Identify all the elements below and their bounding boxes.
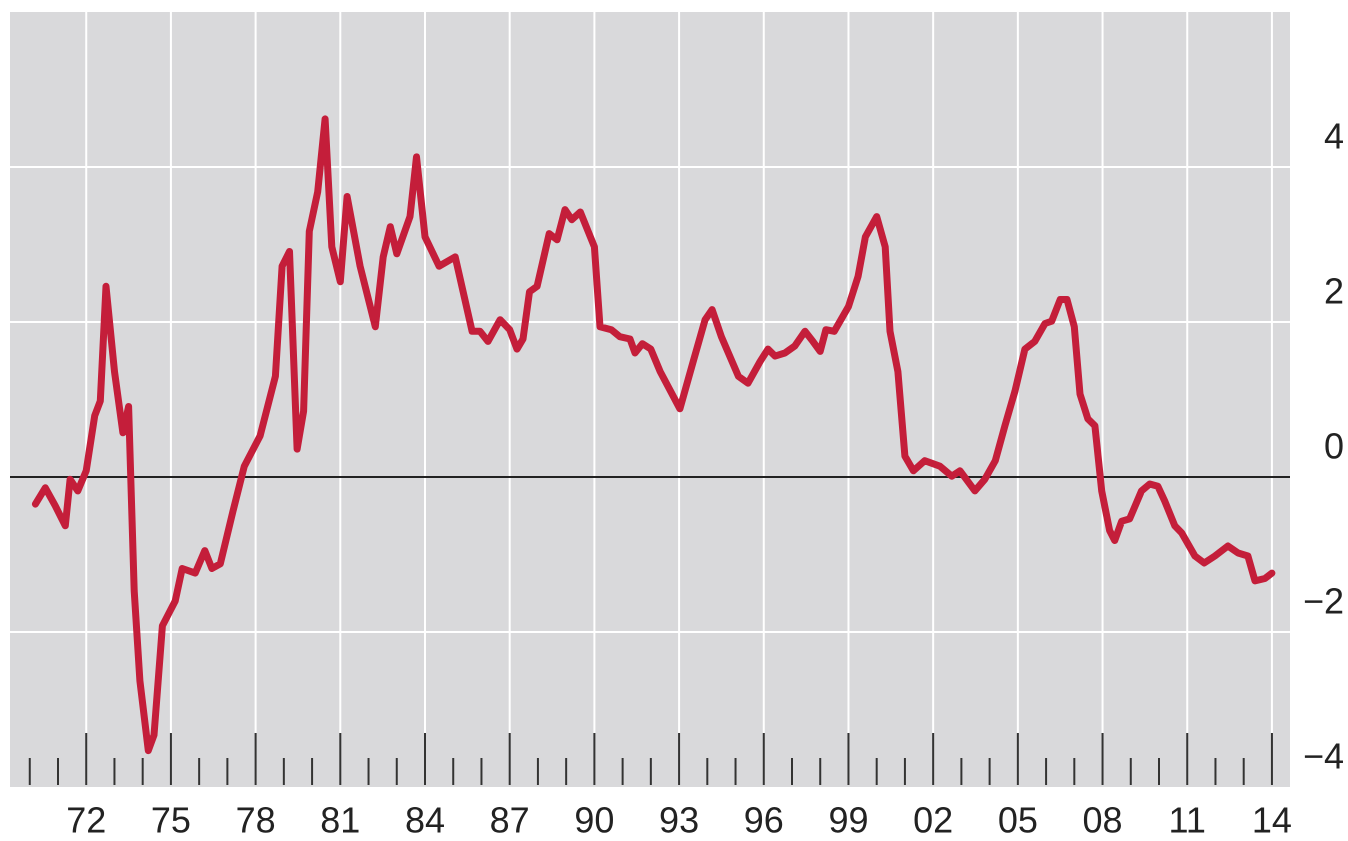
y-tick-label: 2 (1324, 271, 1344, 312)
x-tick-label: 02 (913, 800, 953, 841)
y-tick-label: 0 (1324, 426, 1344, 467)
x-tick-label: 75 (151, 800, 191, 841)
x-tick-label: 99 (828, 800, 868, 841)
x-tick-label: 78 (236, 800, 276, 841)
data-line (31, 115, 1276, 755)
x-tick-label: 81 (320, 800, 360, 841)
x-tick-label: 96 (744, 800, 784, 841)
x-tick-label: 87 (490, 800, 530, 841)
x-tick-label: 93 (659, 800, 699, 841)
x-tick-label: 72 (66, 800, 106, 841)
x-tick-label: 84 (405, 800, 445, 841)
x-tick-label: 11 (1169, 800, 1206, 841)
y-tick-label: −4 (1303, 736, 1344, 777)
x-tick-label: 90 (574, 800, 614, 841)
x-tick-label: 14 (1252, 800, 1292, 841)
x-tick-label: 08 (1083, 800, 1123, 841)
y-tick-label: 4 (1324, 116, 1344, 157)
plot-background (10, 12, 1290, 787)
y-tick-label: −2 (1303, 581, 1344, 622)
x-tick-label: 05 (998, 800, 1038, 841)
